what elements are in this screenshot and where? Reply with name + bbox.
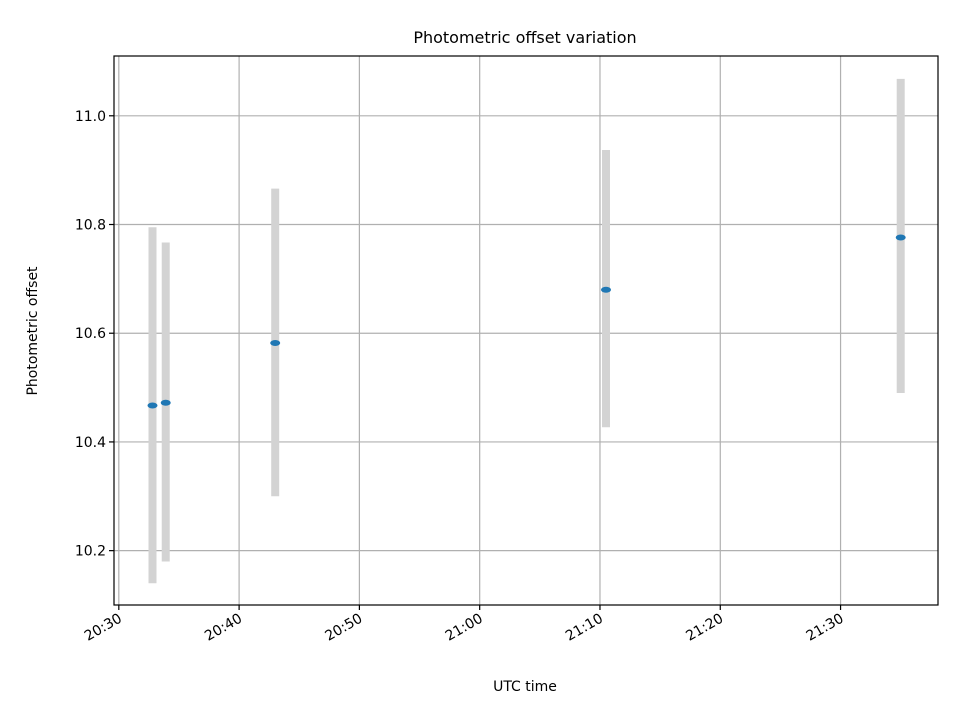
data-point [895, 234, 906, 241]
data-point [270, 340, 281, 347]
data-point [600, 286, 611, 293]
y-tick-label: 10.6 [75, 326, 106, 342]
y-tick-label: 10.4 [75, 435, 106, 451]
gridlines [114, 56, 938, 605]
data-markers [147, 234, 906, 409]
plot-frame [113, 55, 939, 606]
data-point [160, 399, 171, 406]
y-tick-label: 11.0 [75, 109, 106, 125]
y-tick-label: 10.2 [75, 544, 106, 560]
y-tick-label: 10.8 [75, 218, 106, 234]
y-axis-label: Photometric offset [25, 266, 41, 396]
y-axis-ticks: 10.2 10.4 10.6 10.8 11.0 [75, 109, 114, 560]
x-axis-label: UTC time [493, 679, 557, 695]
data-point [147, 402, 158, 409]
chart-title: Photometric offset variation [413, 28, 636, 47]
